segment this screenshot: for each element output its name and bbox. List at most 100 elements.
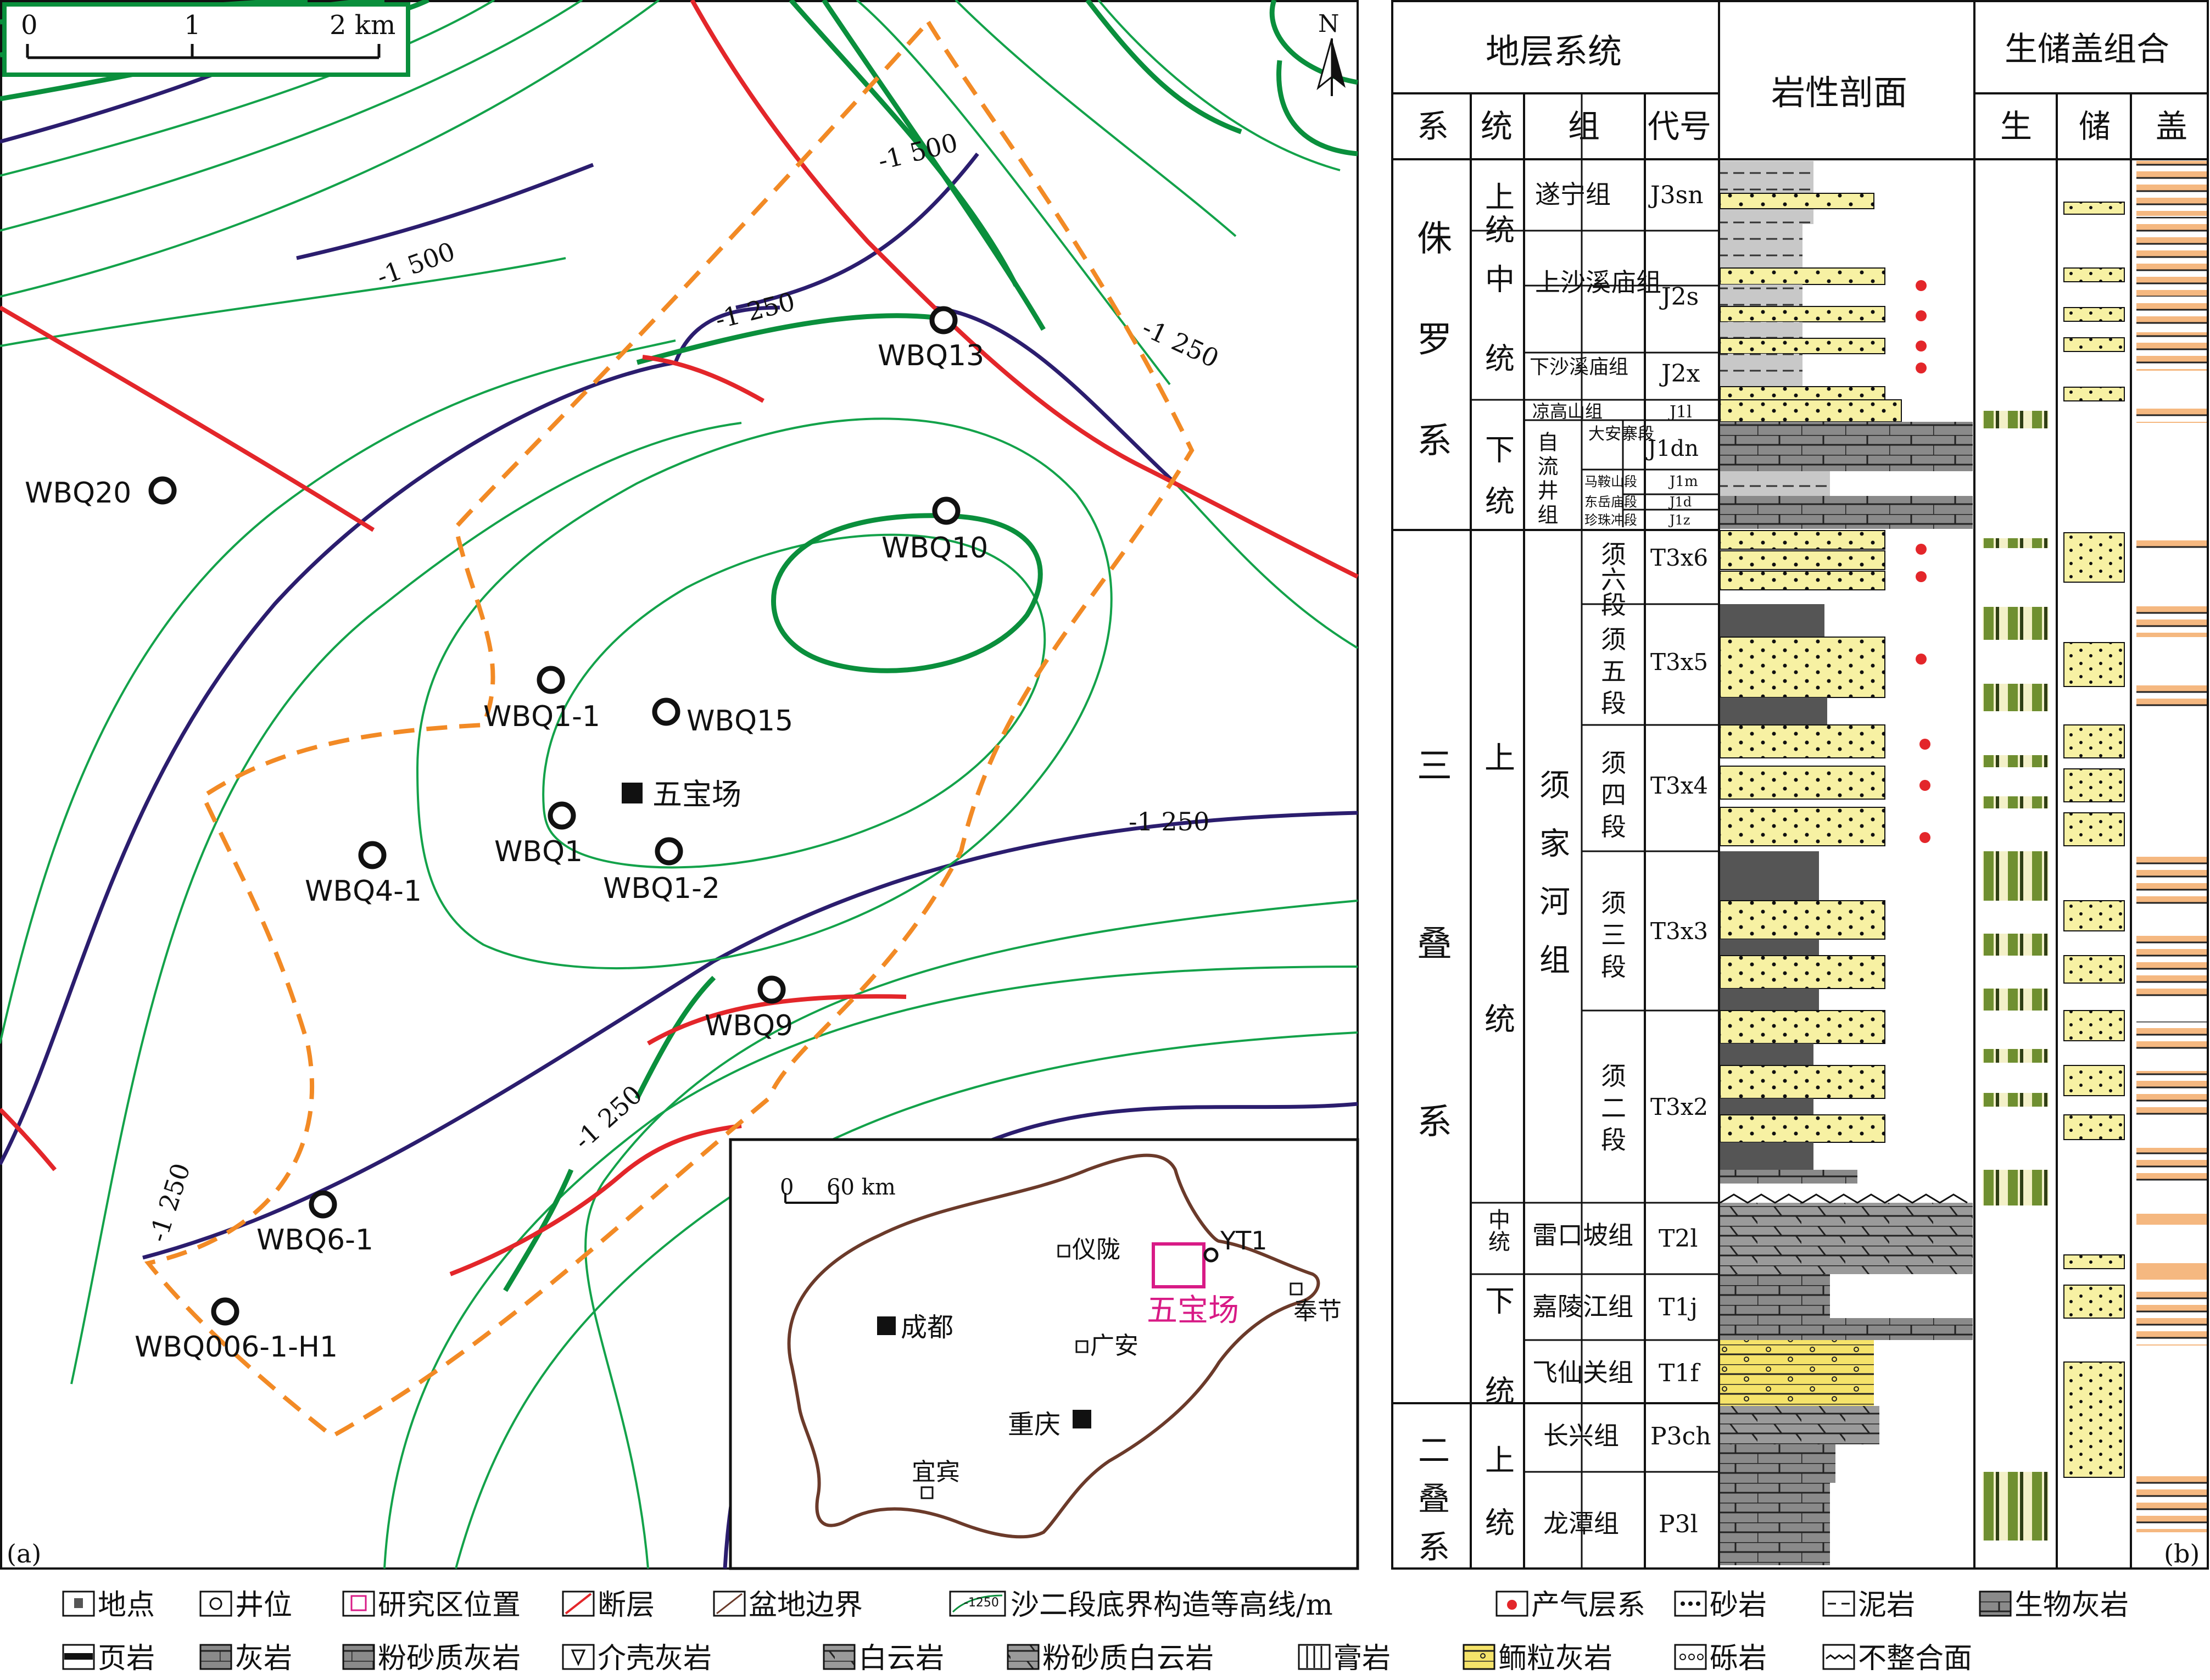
well-wbq6-1: WBQ6-1 (256, 1190, 373, 1257)
well-label: WBQ20 (25, 477, 131, 510)
legend-label: 泥岩 (1858, 1589, 1915, 1622)
well-label: WBQ1-1 (483, 700, 600, 733)
well-wbq006-1-h1: WBQ006-1-H1 (135, 1297, 338, 1364)
inset-city: 重庆 (1008, 1409, 1061, 1440)
formation-label: 下沙溪庙组 (1530, 356, 1628, 378)
basin-boundary (787, 1153, 1320, 1539)
legend-label: 膏岩 (1333, 1642, 1391, 1675)
legend-label: 灰岩 (235, 1642, 292, 1675)
code-label: T3x2 (1650, 1093, 1708, 1120)
legend-label: 鲕粒灰岩 (1498, 1642, 1612, 1675)
inset-study-area-box (1152, 1242, 1206, 1288)
north-label: N (1318, 10, 1340, 38)
formation-label: 嘉陵江组 (1532, 1292, 1633, 1321)
header-combo: 生储盖组合 (2005, 30, 2169, 69)
well-label: WBQ1-2 (603, 872, 720, 905)
header-col: 代号 (1648, 108, 1711, 145)
legend-label: 不整合面 (1858, 1642, 1972, 1675)
header-col: 系 (1417, 108, 1449, 145)
panel-b-label: (b) (2164, 1539, 2200, 1569)
legend-label: 页岩 (98, 1642, 155, 1675)
system-triassic: 三叠系 (1411, 747, 1452, 1281)
code-label: J2x (1659, 360, 1700, 388)
legend-label: 产气层系 (1531, 1589, 1645, 1622)
legend-label: 研究区位置 (378, 1589, 521, 1622)
code-label: J1dn (1645, 436, 1699, 461)
code-label: T3x3 (1650, 918, 1708, 945)
legend-label: 井位 (235, 1589, 292, 1622)
code-label: T1j (1659, 1293, 1698, 1321)
well-wbq20: WBQ20 (25, 476, 177, 510)
well-wbq1: WBQ1 (494, 801, 583, 868)
well-wbq10: WBQ10 (881, 496, 988, 565)
formation-label: 上沙溪庙组 (1535, 267, 1661, 297)
formation-label: 须四段 (1597, 750, 1627, 845)
contour-label: -1 250 (1129, 807, 1209, 836)
inset-scale-tick: 60 km (827, 1175, 896, 1200)
legend-label: 生物灰岩 (2014, 1589, 2129, 1622)
well-wbq1-2: WBQ1-2 (603, 837, 720, 905)
fault-line (0, 1108, 57, 1171)
code-label: T3x5 (1650, 649, 1708, 676)
header-col: 组 (1568, 108, 1600, 145)
code-label: P3l (1659, 1510, 1698, 1538)
legend-label: 粉砂质灰岩 (378, 1642, 521, 1675)
fault-line (449, 1124, 742, 1276)
formation-label: 飞仙关组 (1532, 1358, 1633, 1387)
legend-label: 介壳灰岩 (598, 1642, 712, 1675)
scale-tick: 0 (21, 10, 38, 41)
formation-label: 马鞍山段 (1584, 474, 1637, 489)
combo-columns (1983, 161, 2207, 1541)
formation-label: 须三段 (1597, 890, 1627, 985)
formation-label: 长兴组 (1543, 1421, 1619, 1450)
series-label: 中统 (1480, 264, 1515, 422)
series-label: 中统 (1485, 1208, 1510, 1252)
legend-label: 盆地边界 (749, 1589, 863, 1622)
fault-line (690, 0, 1359, 579)
code-label: T3x6 (1650, 544, 1708, 571)
series-label: 上统 (1480, 181, 1515, 247)
code-label: J1m (1668, 473, 1698, 490)
series-label: 下统 (1480, 434, 1515, 537)
well-label: WBQ10 (881, 532, 988, 565)
inset-scale-tick: 0 (780, 1175, 794, 1200)
header-strat-system: 地层系统 (1486, 31, 1622, 71)
strat-column-panel: 地层系统 岩性剖面 生储盖组合 系 统 组 代号 生 储 盖 侏罗系 三叠系 二… (1391, 0, 2209, 1578)
scale-tick: 1 (184, 10, 201, 41)
series-label: 上统 (1480, 1444, 1515, 1570)
formation-label: 须家河组 (1534, 769, 1570, 1002)
formation-label: 遂宁组 (1535, 180, 1611, 209)
well-label: WBQ9 (705, 1009, 793, 1042)
contour-map-panel: -1 500 -1 500 -1 250 -1 250 -1 250 -1 25… (0, 0, 1359, 1570)
unconformity-line (1720, 1193, 1968, 1204)
formation-label: 珍珠冲段 (1584, 512, 1637, 528)
legend-label: 断层 (598, 1589, 655, 1622)
well-wbq15: WBQ15 (652, 697, 793, 738)
site-marker: 五宝场 (622, 777, 741, 812)
formation-label: 须二段 (1597, 1063, 1627, 1158)
formation-label: 雷口坡组 (1532, 1220, 1633, 1250)
inset-city: 成都 (901, 1312, 953, 1343)
legend-label: 白云岩 (858, 1642, 944, 1675)
inset-city: 仪陇 (1072, 1236, 1120, 1264)
code-label: T2l (1659, 1225, 1698, 1253)
header-combo-col: 储 (2079, 108, 2111, 145)
well-label: WBQ6-1 (256, 1224, 373, 1257)
legend-contour-icon-text: -1250 (964, 1596, 999, 1610)
well-label: WBQ13 (878, 339, 984, 372)
inset-study-area-label: 五宝场 (1147, 1293, 1239, 1329)
code-label: T1f (1659, 1359, 1700, 1387)
inset-city: 广安 (1090, 1332, 1139, 1360)
code-label: J1l (1668, 403, 1692, 422)
legend-label: 粉砂质白云岩 (1042, 1642, 1214, 1675)
panel-a-label: (a) (7, 1539, 41, 1569)
inset-map: 0 60 km 仪陇 成都 广安 重庆 宜宾 奉节 YT1 五宝场 (729, 1138, 1359, 1570)
site-label: 五宝场 (652, 777, 741, 812)
formation-label: 凉高山组 (1532, 401, 1603, 422)
well-wbq9: WBQ9 (705, 975, 793, 1042)
legend-label: 砾岩 (1710, 1642, 1767, 1675)
legend-label: 沙二段底界构造等高线/m (1011, 1589, 1333, 1622)
code-label: J2s (1659, 283, 1699, 311)
study-area-boundary (144, 18, 1195, 1439)
formation-label: 须六段 (1597, 541, 1627, 617)
